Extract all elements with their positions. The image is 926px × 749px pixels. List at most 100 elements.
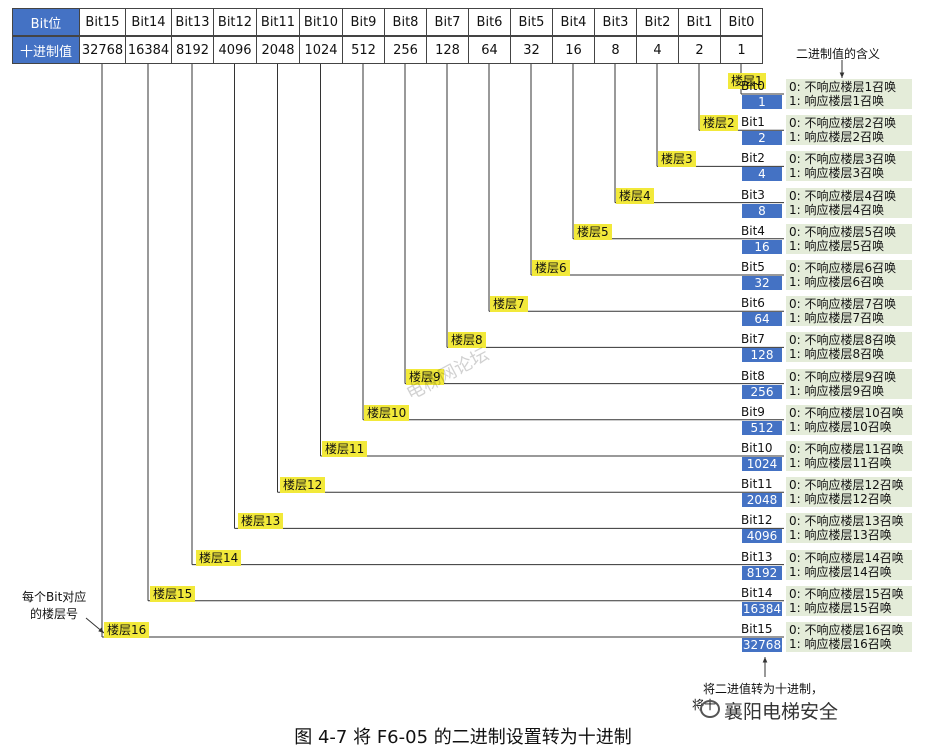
decimal-value: 8192: [742, 565, 782, 580]
meaning-line-1: 1: 响应楼层13召唤: [789, 528, 892, 543]
meaning-line-1: 1: 响应楼层2召唤: [789, 130, 885, 145]
meaning-line-1: 1: 响应楼层16召唤: [789, 637, 892, 651]
header-bit-cell: Bit10: [299, 8, 343, 36]
header-bit-cell: Bit12: [213, 8, 257, 36]
bit-label: Bit1: [741, 115, 765, 130]
meaning-line-0: 0: 不响应楼层13召唤: [789, 514, 904, 529]
meaning-line-1: 1: 响应楼层1召唤: [789, 94, 885, 108]
floor-tag: 楼层6: [532, 260, 570, 276]
floor-tag: 楼层4: [616, 187, 654, 204]
header-bit-cell: Bit1: [678, 8, 721, 36]
meaning-line-1: 1: 响应楼层3召唤: [789, 166, 885, 181]
decimal-value: 2048: [742, 493, 782, 508]
meaning-line-0: 0: 不响应楼层15召唤: [789, 586, 904, 601]
meaning-line-1: 1: 响应楼层12召唤: [789, 492, 892, 507]
header-dec-cell: 4: [636, 36, 679, 64]
meaning-box: [786, 585, 912, 616]
meaning-line-0: 0: 不响应楼层10召唤: [789, 405, 904, 420]
floor-tag: 楼层14: [196, 549, 242, 566]
header-dec-cell: 256: [384, 36, 427, 64]
floor-tag: 楼层7: [490, 296, 528, 313]
meaning-line-0: 0: 不响应楼层14召唤: [789, 550, 904, 565]
meaning-box: [786, 115, 912, 146]
meaning-box: [786, 368, 912, 399]
meaning-box: [786, 260, 912, 290]
bit-label: Bit0: [741, 79, 765, 93]
header-bit-label: Bit位: [12, 8, 80, 36]
bit-label: Bit10: [741, 441, 773, 455]
meaning-line-1: 1: 响应楼层4召唤: [789, 202, 885, 217]
header-dec-cell: 64: [468, 36, 511, 64]
header-dec-cell: 16: [552, 36, 595, 64]
header-bit-cell: Bit0: [720, 8, 763, 36]
decimal-value: 4096: [742, 529, 782, 544]
meaning-line-0: 0: 不响应楼层8召唤: [789, 333, 897, 348]
floor-tag: 楼层1: [728, 73, 766, 89]
decimal-value: 2: [742, 131, 782, 146]
decimal-value: 128: [742, 348, 782, 363]
arrow-head: [98, 627, 104, 633]
header-dec-cell: 8: [594, 36, 637, 64]
header-bit-cell: Bit11: [256, 8, 300, 36]
header-dec-cell: 2: [678, 36, 721, 64]
header-bit-cell: Bit9: [342, 8, 385, 36]
bit-label: Bit14: [741, 585, 773, 600]
meaning-box: [786, 622, 912, 652]
floor-tag: 楼层11: [322, 441, 368, 457]
meaning-box: [786, 404, 912, 435]
header-bit-cell: Bit6: [468, 8, 511, 36]
header-dec-cell: 4096: [213, 36, 257, 64]
bit-label: Bit6: [741, 296, 765, 311]
floor-tag: 楼层9: [406, 368, 444, 385]
decimal-value: 4: [742, 167, 782, 182]
meaning-line-0: 0: 不响应楼层3召唤: [789, 152, 897, 167]
floor-tag: 楼层13: [238, 513, 284, 530]
header-dec-cell: 1: [720, 36, 763, 64]
decimal-value: 256: [742, 384, 782, 399]
figure-caption: 图 4-7 将 F6-05 的二进制设置转为十进制: [294, 727, 632, 748]
header-bit-cell: Bit2: [636, 8, 679, 36]
decimal-value: 512: [742, 420, 782, 435]
bit-label: Bit8: [741, 368, 765, 383]
meaning-line-0: 0: 不响应楼层12召唤: [789, 478, 904, 493]
header-dec-cell: 512: [342, 36, 385, 64]
meaning-line-0: 0: 不响应楼层1召唤: [789, 80, 897, 94]
floor-tag: 楼层16: [104, 622, 150, 638]
decimal-value: 1024: [742, 457, 782, 471]
meaning-line-1: 1: 响应楼层6召唤: [789, 275, 885, 289]
meaning-box: [786, 296, 912, 327]
meaning-box: [786, 223, 912, 254]
meaning-line-0: 0: 不响应楼层2召唤: [789, 116, 897, 131]
decimal-value: 64: [742, 312, 782, 327]
meaning-box: [786, 441, 912, 471]
per-bit-note-line2: 的楼层号: [30, 607, 79, 621]
header-dec-cell: 32768: [79, 36, 126, 64]
header-bit-cell: Bit8: [384, 8, 427, 36]
decimal-value: 8: [742, 203, 782, 218]
meaning-line-0: 0: 不响应楼层4召唤: [789, 188, 897, 203]
meaning-box: [786, 549, 912, 580]
meaning-box: [786, 151, 912, 182]
brand-watermark: 襄阳电梯安全: [724, 701, 839, 723]
decimal-value: 1: [742, 95, 782, 109]
meaning-line-0: 0: 不响应楼层9召唤: [789, 369, 897, 384]
bit-label: Bit12: [741, 513, 773, 528]
header-dec-cell: 1024: [299, 36, 343, 64]
meaning-line-1: 1: 响应楼层8召唤: [789, 347, 885, 362]
wechat-icon: [700, 700, 720, 718]
header-dec-cell: 32: [510, 36, 553, 64]
floor-tag: 楼层2: [700, 115, 738, 132]
bit-label: Bit9: [741, 404, 765, 419]
decimal-value: 16384: [742, 601, 782, 616]
bit-label: Bit11: [741, 477, 773, 492]
floor-tag: 楼层15: [150, 585, 196, 602]
header-bit-cell: Bit7: [426, 8, 469, 36]
header-bit-cell: Bit5: [510, 8, 553, 36]
floor-tag: 楼层5: [574, 223, 612, 240]
meaning-line-0: 0: 不响应楼层7召唤: [789, 297, 897, 312]
meaning-box: [786, 513, 912, 544]
floor-tag: 楼层12: [280, 477, 326, 494]
header-bit-cell: Bit13: [171, 8, 214, 36]
decimal-value: 32: [742, 276, 782, 290]
